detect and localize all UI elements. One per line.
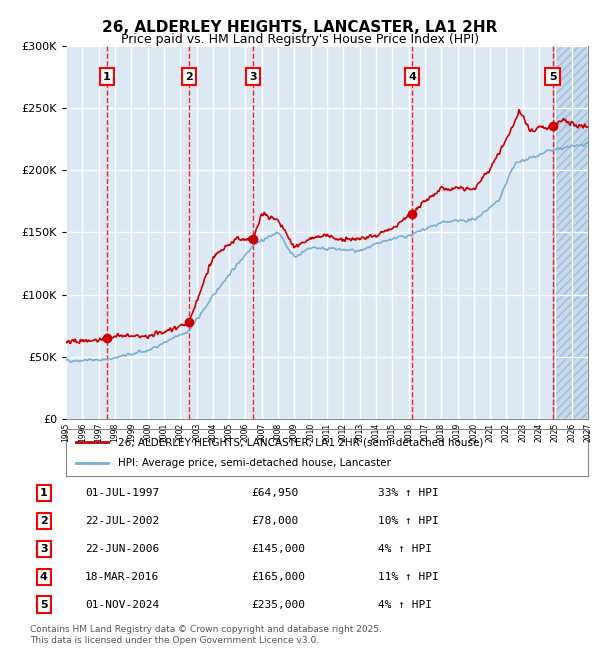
Text: 2011: 2011 — [323, 422, 331, 441]
Text: 10% ↑ HPI: 10% ↑ HPI — [378, 516, 439, 526]
Text: 2014: 2014 — [371, 422, 380, 442]
Text: 2012: 2012 — [339, 422, 348, 441]
Text: 01-JUL-1997: 01-JUL-1997 — [85, 488, 160, 498]
Text: 2007: 2007 — [257, 422, 266, 442]
Text: 22-JUL-2002: 22-JUL-2002 — [85, 516, 160, 526]
Text: 1996: 1996 — [78, 422, 87, 442]
Text: 1: 1 — [40, 488, 47, 498]
Text: 2013: 2013 — [355, 422, 364, 442]
Text: 2016: 2016 — [404, 422, 413, 442]
Text: 1999: 1999 — [127, 422, 136, 442]
Text: £145,000: £145,000 — [251, 544, 305, 554]
Text: 2001: 2001 — [160, 422, 169, 442]
Text: 2023: 2023 — [518, 422, 527, 442]
Text: 2003: 2003 — [192, 422, 201, 442]
Text: 33% ↑ HPI: 33% ↑ HPI — [378, 488, 439, 498]
Text: 4: 4 — [40, 572, 48, 582]
Text: 5: 5 — [40, 600, 47, 610]
Text: 2: 2 — [185, 72, 193, 82]
Text: 2027: 2027 — [583, 422, 593, 442]
Text: 2024: 2024 — [535, 422, 544, 442]
Text: 4% ↑ HPI: 4% ↑ HPI — [378, 544, 432, 554]
Text: 2: 2 — [40, 516, 47, 526]
Text: 5: 5 — [549, 72, 556, 82]
Text: £165,000: £165,000 — [251, 572, 305, 582]
Text: £235,000: £235,000 — [251, 600, 305, 610]
Text: 2015: 2015 — [388, 422, 397, 442]
Text: 2026: 2026 — [567, 422, 576, 442]
Text: 2000: 2000 — [143, 422, 152, 442]
Text: 2017: 2017 — [421, 422, 430, 442]
Text: 2004: 2004 — [208, 422, 217, 442]
Text: 2010: 2010 — [306, 422, 315, 442]
Text: HPI: Average price, semi-detached house, Lancaster: HPI: Average price, semi-detached house,… — [118, 458, 391, 468]
Text: 2020: 2020 — [469, 422, 478, 442]
Text: 2008: 2008 — [274, 422, 283, 442]
Text: 01-NOV-2024: 01-NOV-2024 — [85, 600, 160, 610]
Text: 1995: 1995 — [62, 422, 71, 442]
Text: 3: 3 — [249, 72, 257, 82]
Text: 26, ALDERLEY HEIGHTS, LANCASTER, LA1 2HR: 26, ALDERLEY HEIGHTS, LANCASTER, LA1 2HR — [103, 20, 497, 34]
Text: 2018: 2018 — [437, 422, 446, 441]
Text: 2009: 2009 — [290, 422, 299, 442]
Text: 2021: 2021 — [485, 422, 494, 441]
Text: 2019: 2019 — [453, 422, 462, 442]
Text: Contains HM Land Registry data © Crown copyright and database right 2025.
This d: Contains HM Land Registry data © Crown c… — [30, 625, 382, 645]
Text: 1997: 1997 — [94, 422, 103, 442]
Text: 2002: 2002 — [176, 422, 185, 442]
Text: £64,950: £64,950 — [251, 488, 298, 498]
Text: 2025: 2025 — [551, 422, 560, 442]
Text: 4% ↑ HPI: 4% ↑ HPI — [378, 600, 432, 610]
Text: 1998: 1998 — [110, 422, 119, 442]
Text: Price paid vs. HM Land Registry's House Price Index (HPI): Price paid vs. HM Land Registry's House … — [121, 32, 479, 46]
Text: £78,000: £78,000 — [251, 516, 298, 526]
Bar — [553, 46, 588, 419]
Text: 11% ↑ HPI: 11% ↑ HPI — [378, 572, 439, 582]
Text: 4: 4 — [408, 72, 416, 82]
Text: 2005: 2005 — [224, 422, 233, 442]
Text: 3: 3 — [40, 544, 47, 554]
Text: 26, ALDERLEY HEIGHTS, LANCASTER, LA1 2HR (semi-detached house): 26, ALDERLEY HEIGHTS, LANCASTER, LA1 2HR… — [118, 437, 484, 447]
Text: 22-JUN-2006: 22-JUN-2006 — [85, 544, 160, 554]
Text: 2006: 2006 — [241, 422, 250, 442]
Text: 1: 1 — [103, 72, 110, 82]
Text: 18-MAR-2016: 18-MAR-2016 — [85, 572, 160, 582]
Text: 2022: 2022 — [502, 422, 511, 441]
